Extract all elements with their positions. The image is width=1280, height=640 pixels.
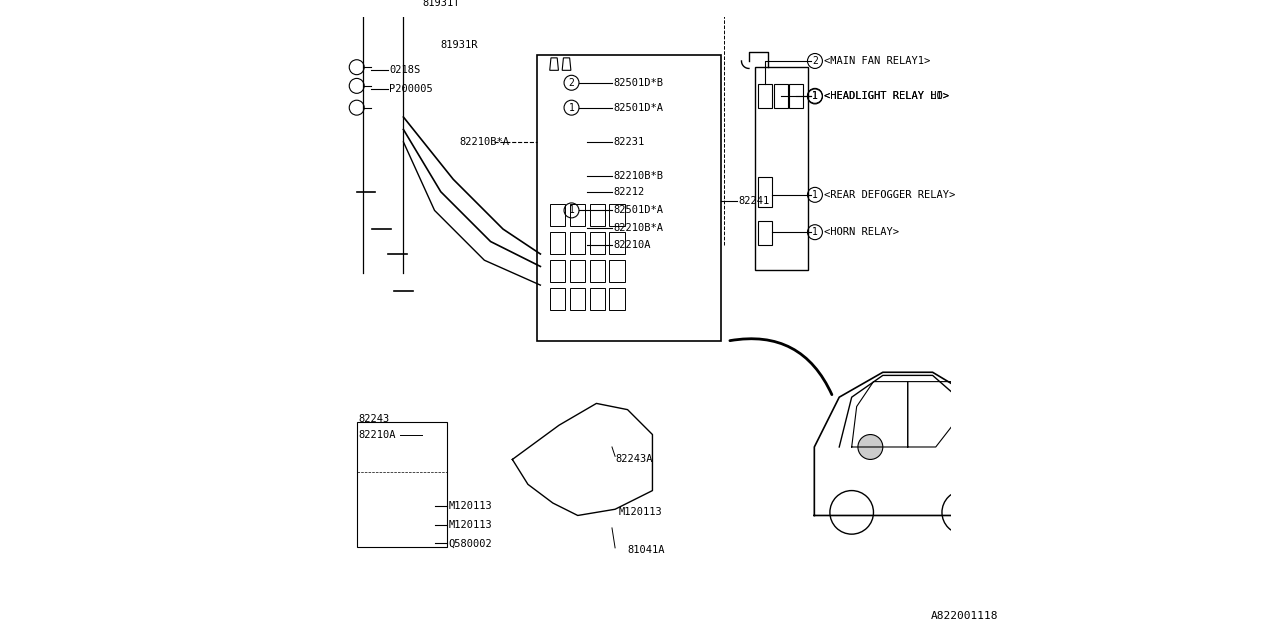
Bar: [538, 55, 721, 341]
Text: 82243: 82243: [358, 414, 390, 424]
Text: <REAR DEFOGGER RELAY>: <REAR DEFOGGER RELAY>: [824, 190, 956, 200]
Bar: [357, 422, 447, 547]
Bar: [570, 204, 585, 226]
Text: 82241: 82241: [739, 196, 769, 206]
Bar: [570, 288, 585, 310]
Bar: [590, 260, 605, 282]
Text: 1: 1: [812, 91, 818, 101]
Bar: [609, 204, 625, 226]
Text: 82501D*B: 82501D*B: [613, 78, 663, 88]
Text: 1: 1: [568, 102, 575, 113]
Bar: [549, 232, 566, 254]
Text: <HEADLIGHT RELAY LO>: <HEADLIGHT RELAY LO>: [824, 92, 950, 102]
Text: 81041A: 81041A: [627, 545, 666, 555]
Text: 1: 1: [812, 92, 818, 102]
Text: 82210A: 82210A: [358, 429, 396, 440]
Bar: [570, 260, 585, 282]
Text: <HEADLIGHT RELAY HI>: <HEADLIGHT RELAY HI>: [824, 91, 950, 101]
Bar: [590, 288, 605, 310]
Text: 82243A: 82243A: [616, 454, 653, 465]
Text: 82210A: 82210A: [613, 240, 650, 250]
Bar: [570, 232, 585, 254]
Bar: [790, 84, 803, 108]
Text: 82210B*A: 82210B*A: [460, 137, 509, 147]
Text: 1: 1: [568, 205, 575, 216]
Text: 2: 2: [812, 56, 818, 66]
Bar: [755, 67, 808, 269]
Text: M120113: M120113: [449, 501, 493, 511]
Text: <HORN RELAY>: <HORN RELAY>: [824, 227, 900, 237]
Text: 1: 1: [812, 190, 818, 200]
Text: Q580002: Q580002: [449, 538, 493, 548]
Text: 81931R: 81931R: [440, 40, 479, 51]
Text: 1: 1: [812, 227, 818, 237]
Bar: [609, 288, 625, 310]
Text: 82210B*A: 82210B*A: [613, 223, 663, 233]
Circle shape: [858, 435, 883, 460]
Text: 82501D*A: 82501D*A: [613, 205, 663, 216]
Text: <MAIN FAN RELAY1>: <MAIN FAN RELAY1>: [824, 56, 931, 66]
Bar: [549, 204, 566, 226]
Bar: [609, 260, 625, 282]
Bar: [758, 177, 772, 207]
Bar: [590, 232, 605, 254]
Polygon shape: [549, 58, 558, 70]
Bar: [609, 232, 625, 254]
Bar: [774, 84, 787, 108]
Text: 0218S: 0218S: [389, 65, 420, 76]
Text: 82231: 82231: [613, 137, 644, 147]
Text: 82210B*B: 82210B*B: [613, 171, 663, 181]
Bar: [590, 204, 605, 226]
Bar: [758, 221, 772, 244]
Text: A822001118: A822001118: [931, 611, 998, 621]
Bar: [758, 84, 772, 108]
Polygon shape: [562, 58, 571, 70]
Text: P200005: P200005: [389, 84, 433, 94]
Text: M120113: M120113: [618, 508, 662, 517]
Bar: [549, 288, 566, 310]
Text: 2: 2: [568, 78, 575, 88]
Text: M120113: M120113: [449, 520, 493, 530]
Text: 82501D*A: 82501D*A: [613, 102, 663, 113]
Text: 81931T: 81931T: [422, 0, 460, 8]
Bar: [549, 260, 566, 282]
Text: 82212: 82212: [613, 187, 644, 196]
